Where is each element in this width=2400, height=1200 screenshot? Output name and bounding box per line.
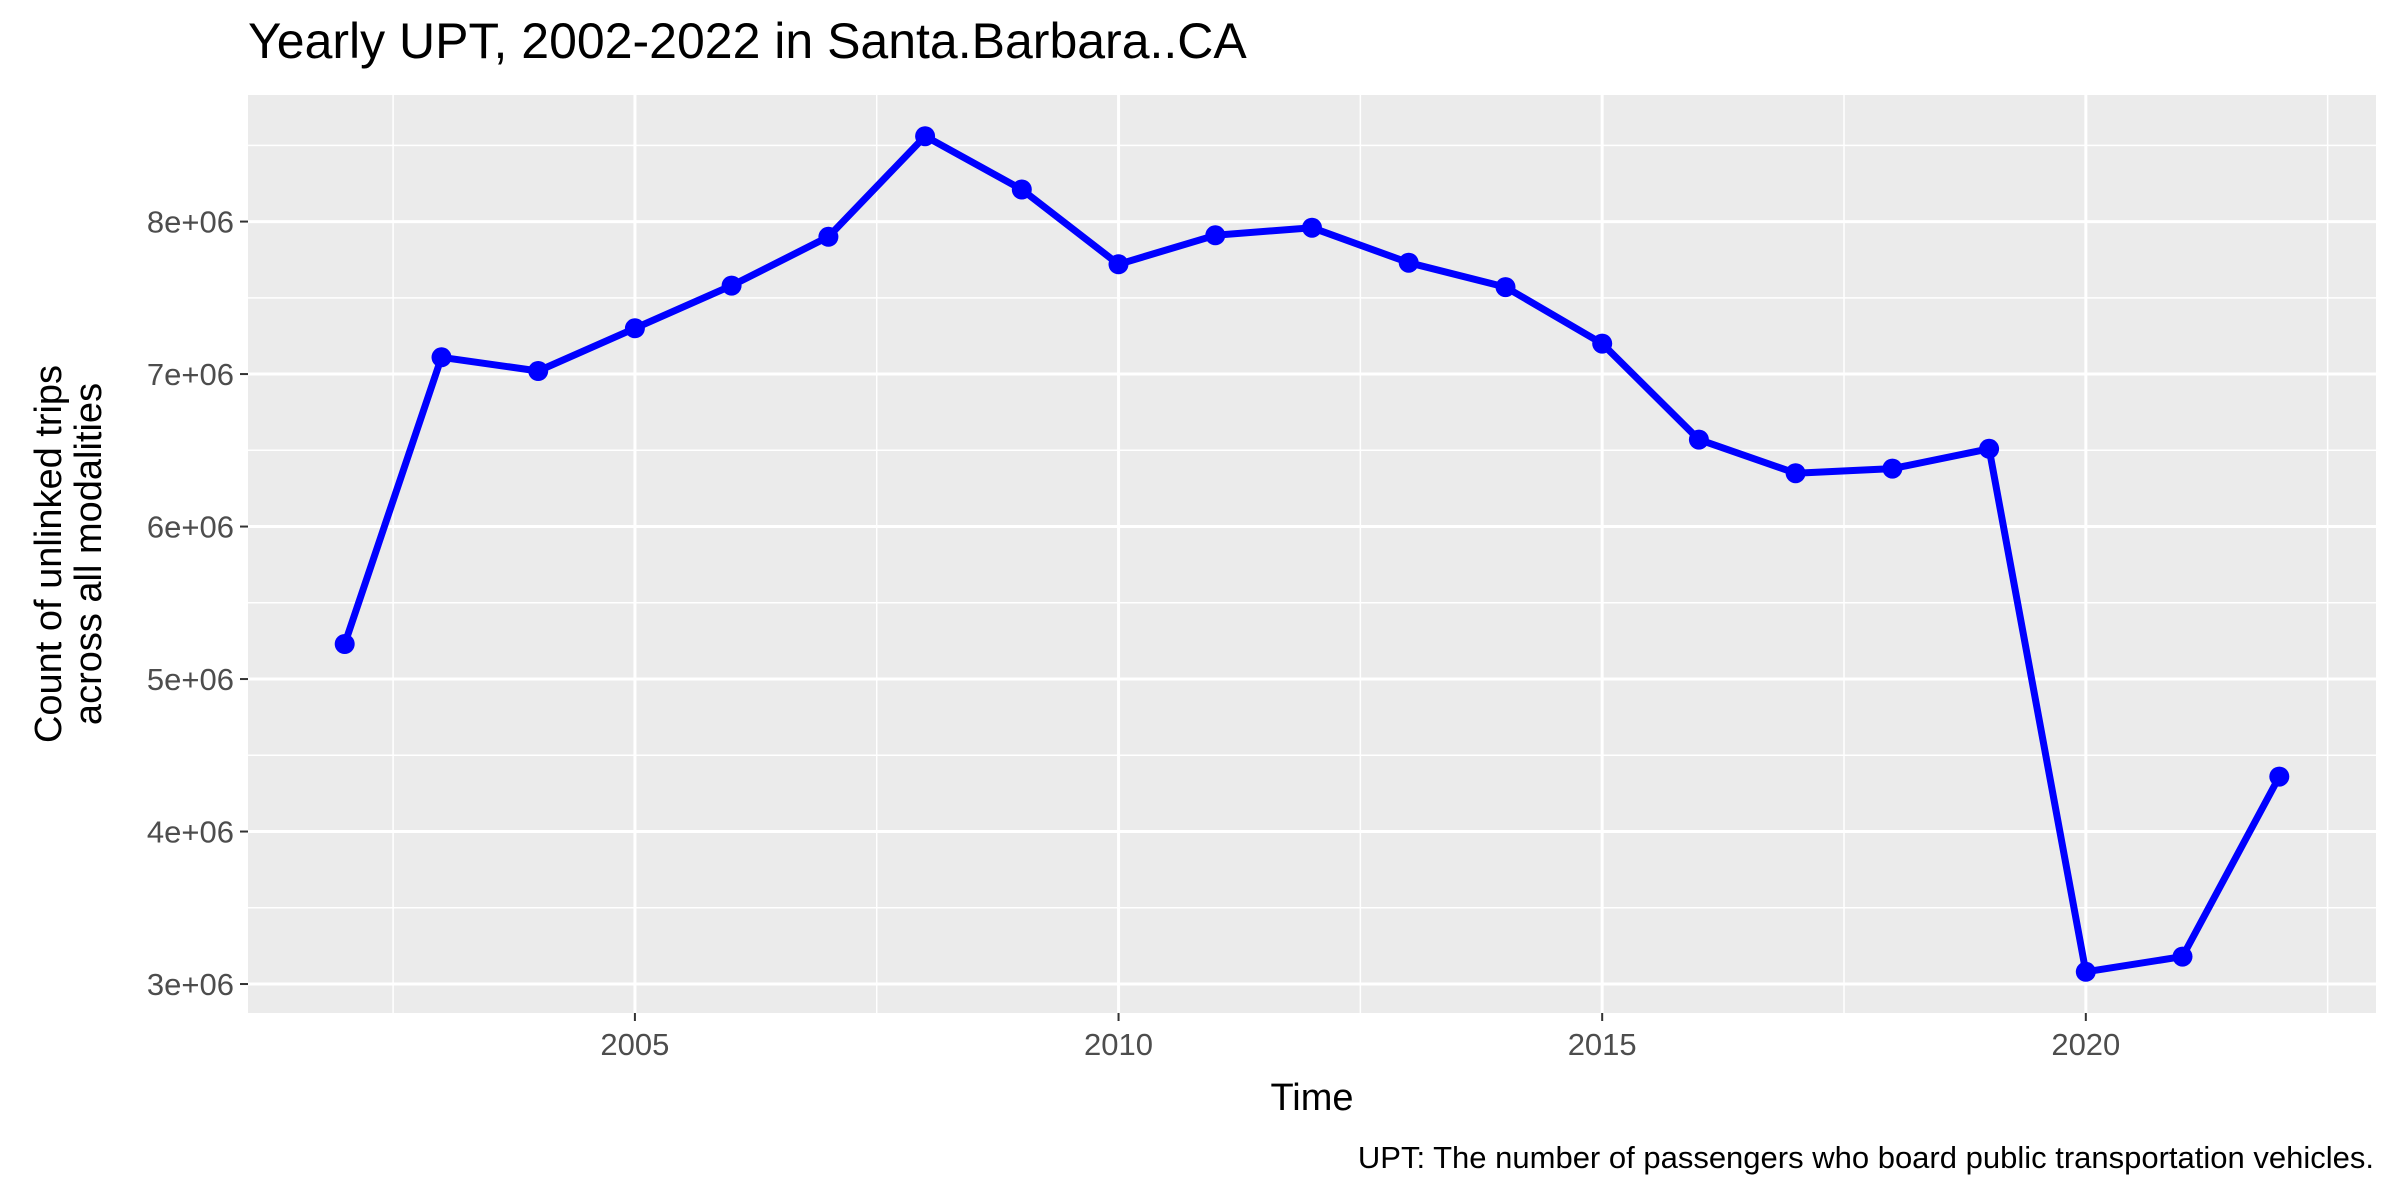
data-point <box>1979 438 2000 459</box>
data-point <box>1785 463 1806 484</box>
data-point <box>2269 766 2290 787</box>
y-tick-label: 4e+06 <box>147 815 234 850</box>
x-tick-label: 2015 <box>1568 1027 1637 1062</box>
x-tick-label: 2010 <box>1084 1027 1153 1062</box>
y-axis-title-line-2: across all modalities <box>68 383 110 725</box>
y-tick-label: 3e+06 <box>147 967 234 1002</box>
data-point <box>1592 333 1613 354</box>
data-point <box>1011 179 1032 200</box>
data-point <box>2075 961 2096 982</box>
data-point <box>1688 429 1709 450</box>
data-point <box>334 634 355 654</box>
y-tick-label: 5e+06 <box>147 662 234 697</box>
data-point <box>818 226 839 247</box>
x-tick-label: 2005 <box>600 1027 669 1062</box>
major-grid-lines <box>248 95 2376 1013</box>
data-point <box>915 126 936 147</box>
y-tick-label: 7e+06 <box>147 357 234 392</box>
series-upt <box>334 126 2290 982</box>
data-point <box>431 347 452 368</box>
data-point <box>1108 254 1129 275</box>
y-axis: 3e+06 4e+06 5e+06 6e+06 7e+06 8e+06 <box>147 205 248 1002</box>
x-axis: 2005 2010 2015 2020 <box>600 1013 2120 1062</box>
chart-caption: UPT: The number of passengers who board … <box>1358 1140 2374 1175</box>
data-point <box>1302 217 1322 238</box>
series-points <box>334 126 2290 982</box>
data-point <box>1882 458 1903 479</box>
x-tick-label: 2020 <box>2051 1027 2120 1062</box>
data-point <box>528 361 549 381</box>
plot-panel <box>248 95 2376 1013</box>
data-point <box>721 275 742 296</box>
chart-title: Yearly UPT, 2002-2022 in Santa.Barbara..… <box>248 13 1247 69</box>
data-point <box>624 318 645 339</box>
y-tick-label: 6e+06 <box>147 510 234 545</box>
data-point <box>1205 225 1226 246</box>
data-point <box>1398 252 1419 273</box>
y-axis-title-line-1: Count of unlinked trips <box>28 365 70 743</box>
y-tick-label: 8e+06 <box>147 205 234 240</box>
data-point <box>2172 946 2193 967</box>
x-axis-title: Time <box>1270 1077 1353 1119</box>
data-point <box>1495 277 1516 298</box>
y-axis-title: Count of unlinked trips across all modal… <box>28 365 110 743</box>
